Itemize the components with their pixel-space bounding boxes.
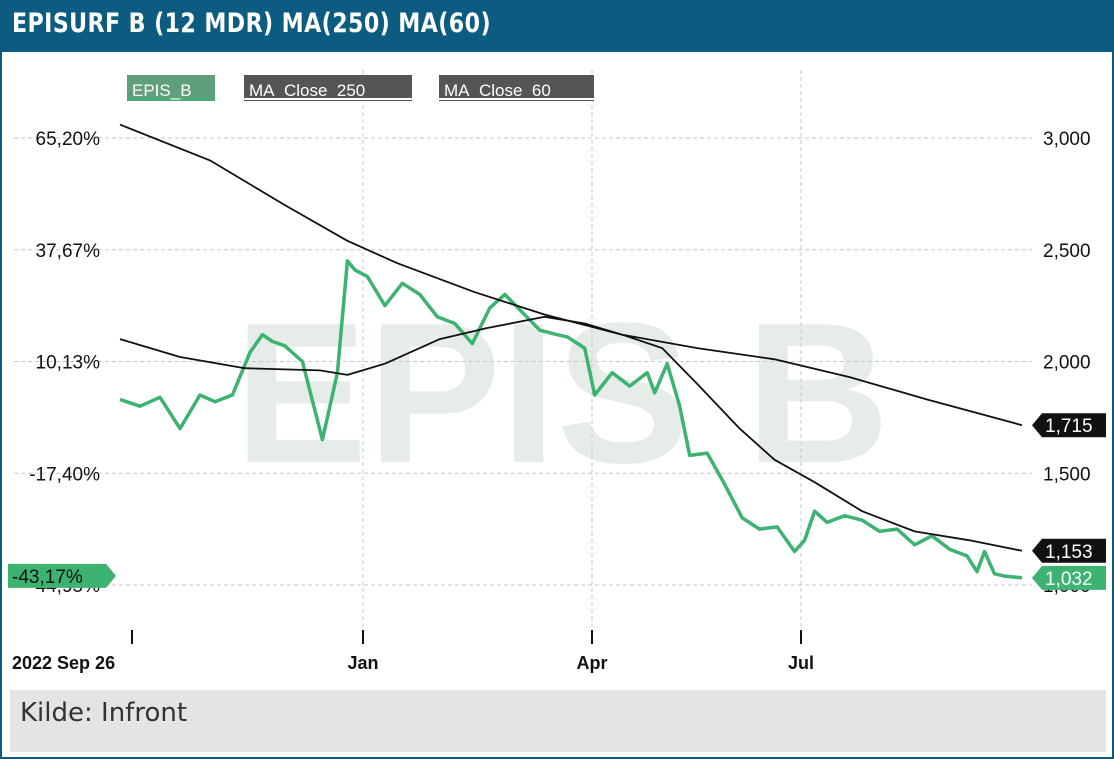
x-axis: 2022 Sep 26 Jan Apr Jul xyxy=(12,630,814,673)
x-tick-label: Jul xyxy=(788,653,814,673)
badge-epis-bg xyxy=(1032,565,1106,590)
title-bar: EPISURF B (12 MDR) MA(250) MA(60) xyxy=(2,2,1112,52)
y-right-tick-label: 2,000 xyxy=(1043,353,1091,374)
grid xyxy=(14,70,1032,627)
series-line-ma-close-60 xyxy=(119,315,1023,552)
y-left-tick-label: 65,20% xyxy=(36,129,101,150)
badge-ma250-label: 1,715 xyxy=(1045,416,1093,437)
legend: EPIS_B MA_Close_250 MA_Close_60 xyxy=(127,75,594,101)
legend-entry: MA_Close_60 xyxy=(444,81,551,100)
series-lines xyxy=(119,123,1023,580)
chart-title: EPISURF B (12 MDR) MA(250) MA(60) xyxy=(12,8,491,39)
footer: Kilde: Infront xyxy=(10,690,1106,752)
y-left-tick-label: 10,13% xyxy=(36,353,101,374)
y-right-tick-label: 3,000 xyxy=(1043,129,1091,150)
source-label: Kilde: Infront xyxy=(20,698,188,728)
badge-epis-label: 1,032 xyxy=(1045,569,1093,590)
y-left-tick-label: 37,67% xyxy=(36,241,101,262)
legend-swatch xyxy=(244,75,412,101)
x-tick-label: Jan xyxy=(347,653,378,673)
legend-swatch xyxy=(439,75,594,101)
badge-pct-label: -43,17% xyxy=(12,567,83,588)
badge-pct-bg xyxy=(8,563,116,588)
chart-area: EPIS B EPIS_B MA_Close_250 MA_Close_60 65,… xyxy=(8,70,1106,673)
y-axis-left: 65,20%37,67%10,13%-17,40%-44,95% xyxy=(29,129,100,597)
y-left-tick-label: -17,40% xyxy=(29,464,100,485)
legend-entry: EPIS_B xyxy=(132,81,192,100)
badge-ma250-bg xyxy=(1032,413,1106,438)
legend-swatch xyxy=(127,75,215,101)
badge-ma60-bg xyxy=(1032,538,1106,563)
badge-ma60-label: 1,153 xyxy=(1045,542,1093,563)
legend-entry: MA_Close_250 xyxy=(249,81,365,100)
series-line-epis-b xyxy=(119,259,1023,580)
x-tick-label: 2022 Sep 26 xyxy=(12,653,115,673)
y-right-tick-label: 2,500 xyxy=(1043,241,1091,262)
value-badges: 1,715 1,153 1,032 -43,17% xyxy=(8,413,1106,590)
y-right-tick-label: 1,500 xyxy=(1043,464,1091,485)
x-tick-label: Apr xyxy=(577,653,608,673)
series-line-ma-close-250 xyxy=(119,123,1023,427)
